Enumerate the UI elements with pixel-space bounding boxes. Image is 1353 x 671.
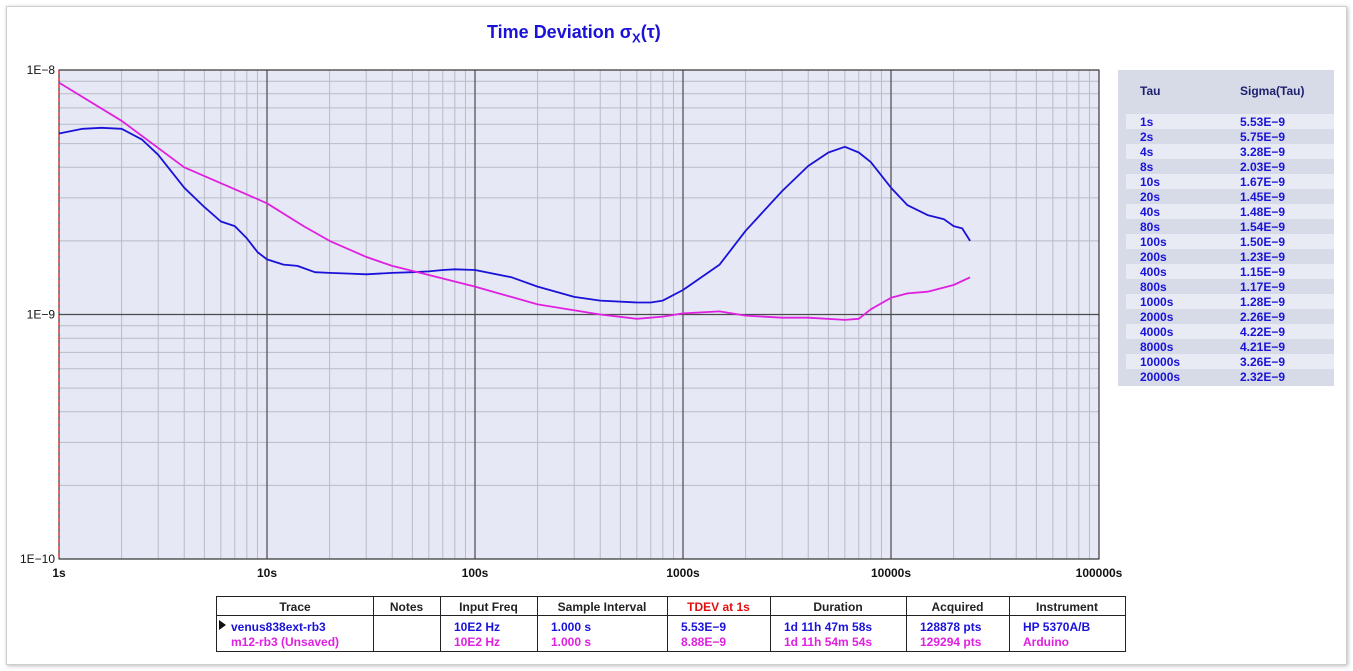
stats-sigma: 4.22E−9 [1240, 325, 1286, 339]
stats-sigma: 5.53E−9 [1240, 115, 1286, 129]
stats-sigma: 1.28E−9 [1240, 295, 1286, 309]
col-tdev: TDEV at 1s 5.53E−9 8.88E−9 [667, 597, 771, 651]
stats-row: 10000s 3.26E−9 [1126, 354, 1334, 369]
stats-tau: 10000s [1140, 355, 1181, 369]
x-tick-label: 10s [257, 566, 277, 580]
stats-sigma: 1.17E−9 [1240, 280, 1286, 294]
x-tick-label: 1000s [666, 566, 700, 580]
series-line [58, 126, 971, 304]
col-trace: Trace venus838ext-rb3 m12-rb3 (Unsaved) [217, 597, 374, 651]
col-instrument: Instrument HP 5370A/B Arduino [1023, 600, 1098, 649]
stats-sigma: 3.26E−9 [1240, 355, 1286, 369]
stats-tau: 20000s [1140, 370, 1181, 384]
stats-tau: 4000s [1140, 325, 1174, 339]
stats-row: 4s 3.28E−9 [1126, 144, 1334, 159]
stats-tau: 400s [1140, 265, 1167, 279]
col-sample-interval: Sample Interval 1.000 s 1.000 s [537, 597, 668, 651]
stats-tau: 8s [1140, 160, 1154, 174]
stats-row: 8s 2.03E−9 [1126, 159, 1334, 174]
series-line [58, 81, 971, 321]
trace-row1[interactable]: venus838ext-rb3 [231, 620, 326, 634]
stats-sigma: 4.21E−9 [1240, 340, 1286, 354]
trace-table: Trace venus838ext-rb3 m12-rb3 (Unsaved) … [216, 596, 1126, 652]
stats-row: 400s 1.15E−9 [1126, 264, 1334, 279]
tau-header: Tau [1140, 84, 1161, 98]
stats-row: 2000s 2.26E−9 [1126, 309, 1334, 324]
x-tick-label: 100000s [1076, 566, 1123, 580]
stats-row: 4000s 4.22E−9 [1126, 324, 1334, 339]
stats-row: 800s 1.17E−9 [1126, 279, 1334, 294]
stats-tau: 80s [1140, 220, 1161, 234]
stats-tau: 1s [1140, 115, 1154, 129]
stats-tau: 2000s [1140, 310, 1174, 324]
stats-sigma: 3.28E−9 [1240, 145, 1286, 159]
stats-sigma: 1.48E−9 [1240, 205, 1286, 219]
stats-sigma: 5.75E−9 [1240, 130, 1286, 144]
stats-tau: 4s [1140, 145, 1154, 159]
x-tick-label: 1s [52, 566, 66, 580]
stats-row: 200s 1.23E−9 [1126, 249, 1334, 264]
stats-tau: 8000s [1140, 340, 1174, 354]
plot-border [58, 69, 1100, 560]
y-tick-label: 1E−8 [27, 63, 56, 77]
stats-row: 8000s 4.21E−9 [1126, 339, 1334, 354]
col-acquired: Acquired 128878 pts 129294 pts [906, 597, 1010, 651]
stats-sigma: 1.50E−9 [1240, 235, 1286, 249]
sigma-header: Sigma(Tau) [1240, 84, 1305, 98]
stats-row: 2s 5.75E−9 [1126, 129, 1334, 144]
trace-row2[interactable]: m12-rb3 (Unsaved) [231, 635, 340, 649]
stats-row: 1s 5.53E−9 [1126, 114, 1334, 129]
stats-row: 10s 1.67E−9 [1126, 174, 1334, 189]
stats-tau: 100s [1140, 235, 1167, 249]
stats-row: 20000s 2.32E−9 [1126, 369, 1334, 384]
stats-panel: Tau Sigma(Tau) 1s 5.53E−9 2s 5.75E−9 4s 3.28E… [1118, 70, 1334, 386]
stats-sigma: 2.32E−9 [1240, 370, 1286, 384]
stats-row: 20s 1.45E−9 [1126, 189, 1334, 204]
x-tick-label: 100s [462, 566, 489, 580]
stats-tau: 20s [1140, 190, 1161, 204]
stats-sigma: 1.67E−9 [1240, 175, 1286, 189]
y-tick-label: 1E−10 [20, 552, 55, 566]
stats-sigma: 1.23E−9 [1240, 250, 1286, 264]
stats-tau: 200s [1140, 250, 1167, 264]
stats-sigma: 1.54E−9 [1240, 220, 1286, 234]
stats-row: 40s 1.48E−9 [1126, 204, 1334, 219]
stats-row: 80s 1.54E−9 [1126, 219, 1334, 234]
col-input-freq: Input Freq 10E2 Hz 10E2 Hz [440, 597, 538, 651]
chart-title: Time Deviation σX(τ) [487, 22, 661, 46]
stats-tau: 10s [1140, 175, 1161, 189]
y-tick-label: 1E−9 [27, 308, 56, 322]
stats-tau: 800s [1140, 280, 1167, 294]
stats-row: 100s 1.50E−9 [1126, 234, 1334, 249]
col-notes: Notes [373, 597, 441, 651]
stats-sigma: 2.03E−9 [1240, 160, 1286, 174]
stats-row: 1000s 1.28E−9 [1126, 294, 1334, 309]
stats-sigma: 1.45E−9 [1240, 190, 1286, 204]
stats-tau: 40s [1140, 205, 1161, 219]
row-pointer-icon [219, 620, 226, 630]
stats-sigma: 1.15E−9 [1240, 265, 1286, 279]
col-duration: Duration 1d 11h 47m 58s 1d 11h 54m 54s [770, 597, 907, 651]
x-tick-label: 10000s [871, 566, 911, 580]
stats-tau: 1000s [1140, 295, 1174, 309]
stats-sigma: 2.26E−9 [1240, 310, 1286, 324]
stats-tau: 2s [1140, 130, 1154, 144]
